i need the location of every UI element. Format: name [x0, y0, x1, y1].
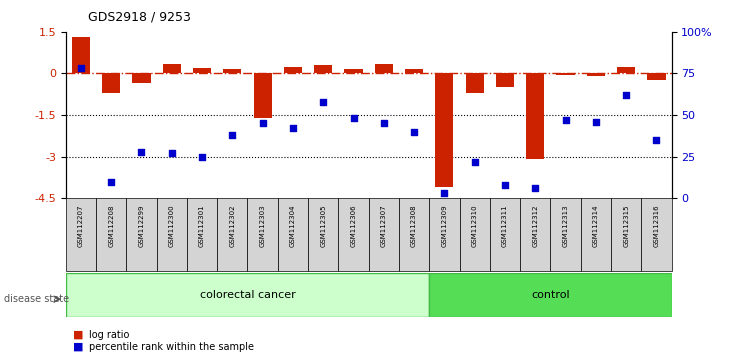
Text: GSM112208: GSM112208	[108, 204, 114, 246]
Point	[469, 159, 480, 165]
Text: disease state: disease state	[4, 294, 69, 304]
Bar	[253, 74, 272, 118]
Bar	[429, 198, 459, 271]
Text: GSM112313: GSM112313	[563, 204, 569, 247]
Bar	[496, 74, 514, 87]
Bar	[193, 68, 211, 74]
Bar	[66, 198, 96, 271]
Bar	[187, 198, 218, 271]
Point	[650, 137, 662, 143]
Point	[408, 129, 420, 135]
Point	[439, 190, 450, 196]
Point	[529, 185, 541, 191]
Bar	[641, 198, 672, 271]
Point	[499, 182, 511, 188]
Text: ■: ■	[73, 330, 83, 339]
Text: GSM112302: GSM112302	[229, 204, 235, 246]
Bar	[156, 198, 187, 271]
Bar	[587, 74, 605, 76]
Bar	[490, 198, 520, 271]
Text: GSM112314: GSM112314	[593, 204, 599, 246]
Text: GSM112308: GSM112308	[411, 204, 417, 247]
Bar	[648, 74, 666, 80]
Bar	[126, 198, 156, 271]
Bar	[163, 64, 181, 74]
Bar	[218, 198, 247, 271]
Bar	[429, 273, 672, 317]
Bar	[617, 67, 635, 74]
Text: GSM112207: GSM112207	[78, 204, 84, 246]
Bar	[72, 38, 90, 74]
Bar	[223, 69, 242, 74]
Point	[226, 132, 238, 138]
Point	[620, 92, 632, 98]
Text: GSM112303: GSM112303	[260, 204, 266, 247]
Bar	[277, 198, 308, 271]
Bar	[345, 69, 363, 74]
Bar	[526, 74, 545, 159]
Text: GSM112300: GSM112300	[169, 204, 174, 247]
Point	[166, 150, 177, 156]
Bar	[556, 74, 575, 75]
Text: GSM112310: GSM112310	[472, 204, 477, 247]
Text: GSM112299: GSM112299	[139, 204, 145, 246]
Bar	[284, 67, 302, 74]
Bar	[66, 273, 429, 317]
Text: GSM112316: GSM112316	[653, 204, 659, 247]
Bar	[247, 198, 277, 271]
Bar	[460, 198, 490, 271]
Bar	[550, 198, 580, 271]
Bar	[308, 198, 338, 271]
Bar	[132, 74, 150, 83]
Bar	[399, 198, 429, 271]
Point	[560, 117, 572, 123]
Text: GSM112305: GSM112305	[320, 204, 326, 246]
Text: GSM112306: GSM112306	[350, 204, 356, 247]
Text: control: control	[531, 290, 569, 300]
Text: GSM112309: GSM112309	[442, 204, 447, 247]
Text: GSM112311: GSM112311	[502, 204, 508, 247]
Bar	[314, 65, 332, 74]
Text: GSM112307: GSM112307	[381, 204, 387, 247]
Point	[287, 126, 299, 131]
Point	[378, 120, 390, 126]
Point	[257, 120, 269, 126]
Point	[75, 65, 87, 71]
Bar	[102, 74, 120, 93]
Text: GSM112315: GSM112315	[623, 204, 629, 246]
Text: GSM112301: GSM112301	[199, 204, 205, 247]
Text: log ratio: log ratio	[89, 330, 129, 339]
Bar	[405, 69, 423, 74]
Text: ■: ■	[73, 342, 83, 352]
Bar	[96, 198, 126, 271]
Bar	[435, 74, 453, 187]
Text: GDS2918 / 9253: GDS2918 / 9253	[88, 10, 191, 23]
Bar	[580, 198, 611, 271]
Bar	[466, 74, 484, 93]
Text: GSM112312: GSM112312	[532, 204, 538, 246]
Point	[347, 115, 359, 121]
Point	[590, 119, 602, 125]
Bar	[611, 198, 641, 271]
Text: GSM112304: GSM112304	[290, 204, 296, 246]
Point	[318, 99, 329, 104]
Bar	[338, 198, 369, 271]
Point	[105, 179, 117, 184]
Bar	[374, 64, 393, 74]
Point	[136, 149, 147, 154]
Text: colorectal cancer: colorectal cancer	[199, 290, 296, 300]
Point	[196, 154, 208, 160]
Bar	[520, 198, 550, 271]
Bar	[369, 198, 399, 271]
Text: percentile rank within the sample: percentile rank within the sample	[89, 342, 254, 352]
